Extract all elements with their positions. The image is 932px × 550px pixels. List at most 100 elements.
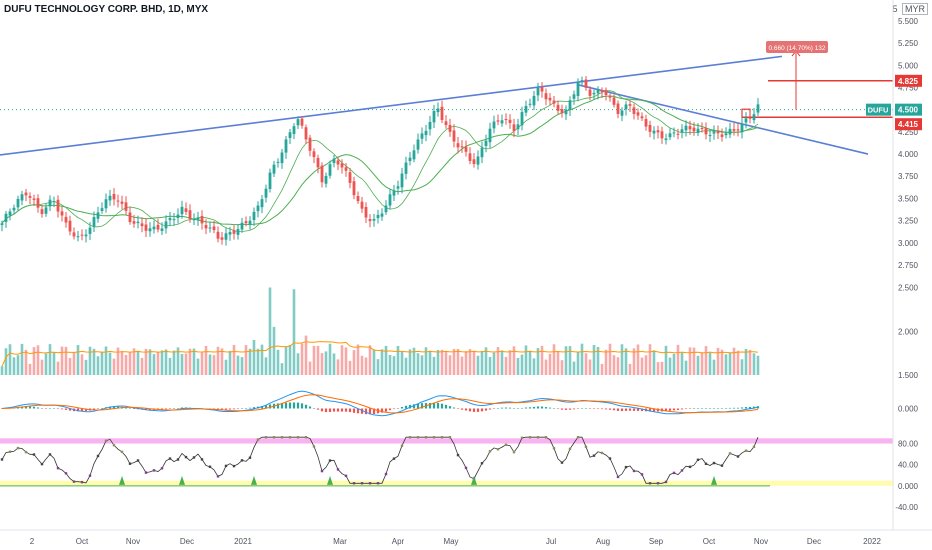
candle [420, 127, 424, 145]
macd-histogram-bar [328, 408, 332, 412]
candle [168, 211, 172, 227]
macd-histogram-bar [316, 408, 320, 410]
rsi-marker [216, 475, 220, 478]
ma-fast-line [1, 90, 759, 233]
rsi-marker [688, 465, 692, 469]
macd-histogram-bar [408, 404, 412, 409]
candle-body [640, 116, 644, 119]
candle [708, 129, 712, 143]
candle-body [36, 198, 40, 208]
volume-bar [584, 353, 588, 375]
candle-body [72, 232, 76, 237]
macd-histogram-bar [300, 403, 304, 409]
volume-tick-label: 2.000 [898, 327, 919, 336]
volume-bar [592, 344, 596, 375]
rsi-signal-marker [327, 475, 333, 485]
candle [332, 154, 336, 168]
time-tick-label: Sep [649, 537, 664, 546]
candle [512, 118, 516, 138]
rsi-marker [112, 444, 116, 447]
candle-body [192, 219, 196, 221]
candle [344, 163, 348, 177]
candle-body [744, 118, 748, 123]
volume-bar [312, 345, 316, 375]
volume-bar [532, 358, 536, 375]
candle [292, 123, 296, 140]
volume-bar [484, 347, 488, 375]
macd-histogram-bar [176, 408, 180, 409]
candle-body [620, 110, 624, 116]
candle-body [160, 228, 164, 231]
candle-body [528, 103, 532, 105]
volume-bar [356, 344, 360, 375]
candle-body [120, 201, 124, 204]
rsi-marker [496, 448, 500, 451]
volume-bar [220, 348, 224, 375]
volume-bar [720, 349, 724, 375]
macd-histogram-bar [164, 408, 168, 410]
candle [424, 124, 428, 142]
rsi-marker [408, 436, 412, 439]
macd-histogram-bar [632, 408, 636, 411]
rsi-marker [16, 446, 20, 450]
volume-bar [36, 345, 40, 375]
candle-body [704, 128, 708, 135]
macd-histogram-bar [584, 408, 588, 409]
candle [452, 124, 456, 148]
candle-body [312, 151, 316, 158]
volume-bar [268, 287, 272, 375]
rsi-marker [248, 456, 252, 459]
candle-body [672, 132, 676, 134]
macd-histogram-bar [268, 404, 272, 409]
volume-bar [500, 350, 504, 375]
candle [172, 212, 176, 226]
volume-bar [560, 360, 564, 375]
rsi-marker [304, 436, 308, 439]
candle-body [596, 89, 600, 94]
candle [276, 158, 280, 168]
candle-body [336, 160, 340, 165]
volume-bar [216, 346, 220, 375]
candle [508, 114, 512, 129]
volume-bar [124, 354, 128, 375]
macd-pane [0, 390, 760, 417]
volume-bar [148, 349, 152, 375]
rsi-marker [232, 464, 236, 468]
candle [140, 217, 144, 233]
price-tick-label: 3.500 [898, 194, 919, 203]
volume-bar [664, 345, 668, 375]
volume-bar [28, 363, 32, 375]
rsi-marker [56, 466, 60, 470]
volume-bar [476, 355, 480, 375]
candle-body [564, 109, 568, 115]
candle [652, 126, 656, 140]
rsi-marker [440, 436, 444, 439]
candle [456, 136, 460, 154]
candle [204, 219, 208, 235]
candle [8, 208, 12, 221]
macd-histogram-bar [252, 407, 256, 409]
macd-histogram-bar [116, 406, 120, 409]
volume-bar [0, 366, 4, 375]
volume-bar [248, 348, 252, 375]
candle [604, 87, 608, 101]
candle [736, 123, 740, 137]
rsi-marker [120, 450, 124, 454]
candle [120, 195, 124, 210]
candle-body [12, 207, 16, 211]
macd-histogram-bar [620, 408, 624, 412]
volume-bar [332, 353, 336, 375]
macd-histogram-bar [436, 402, 440, 409]
macd-histogram-bar [348, 408, 352, 413]
rsi-marker [400, 444, 404, 447]
candle-body [636, 112, 640, 116]
volume-bar [288, 344, 292, 375]
candle-body [752, 114, 756, 121]
candle [220, 232, 224, 245]
volume-bar [620, 344, 624, 375]
candle [432, 104, 436, 129]
volume-bar [88, 346, 92, 375]
rsi-marker [680, 469, 684, 472]
rsi-marker [208, 465, 212, 468]
